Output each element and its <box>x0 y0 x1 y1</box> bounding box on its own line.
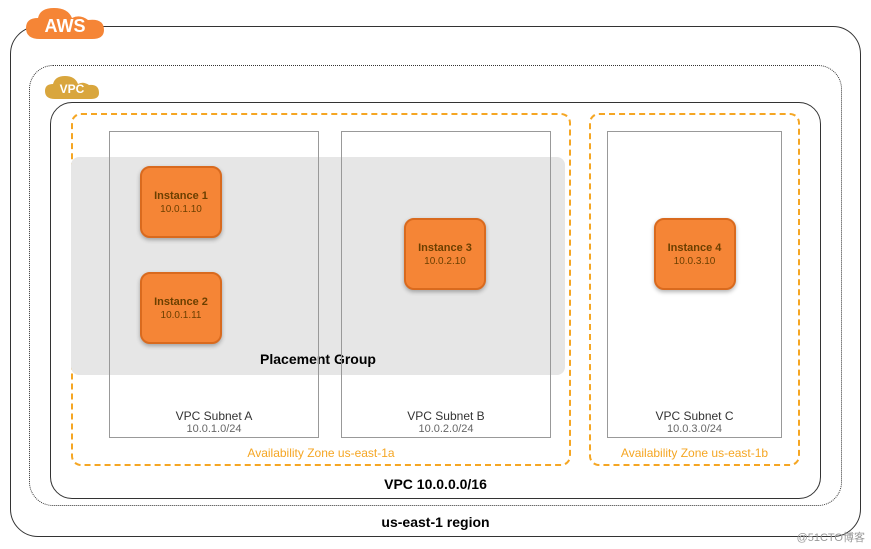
vpc-badge-label: VPC <box>60 82 85 96</box>
availability-zone-2: Availability Zone us-east-1b VPC Subnet … <box>589 113 800 466</box>
instance-4: Instance 4 10.0.3.10 <box>654 218 736 290</box>
aws-label: AWS <box>44 16 85 37</box>
instance-3-name: Instance 3 <box>418 242 472 254</box>
instance-3-ip: 10.0.2.10 <box>424 256 466 267</box>
az1-label: Availability Zone us-east-1a <box>247 446 394 460</box>
instance-1-ip: 10.0.1.10 <box>160 204 202 215</box>
subnet-c-cidr: 10.0.3.0/24 <box>608 423 781 435</box>
region-container: us-east-1 region VPC VPC 10.0.0.0/16 Pla… <box>10 26 861 537</box>
vpc-container: VPC 10.0.0.0/16 Placement Group Availabi… <box>50 102 821 499</box>
subnet-a-cidr: 10.0.1.0/24 <box>110 423 318 435</box>
subnet-b: VPC Subnet B 10.0.2.0/24 Instance 3 10.0… <box>341 131 551 438</box>
instance-4-name: Instance 4 <box>668 242 722 254</box>
watermark: @51CTO博客 <box>797 529 865 545</box>
instance-2-ip: 10.0.1.11 <box>161 310 202 321</box>
instance-4-ip: 10.0.3.10 <box>674 256 716 267</box>
instance-3: Instance 3 10.0.2.10 <box>404 218 486 290</box>
subnet-c-name: VPC Subnet C <box>608 409 781 423</box>
instance-1-name: Instance 1 <box>154 190 208 202</box>
vpc-cloud-badge: VPC <box>41 73 103 105</box>
subnet-a: VPC Subnet A 10.0.1.0/24 Instance 1 10.0… <box>109 131 319 438</box>
instance-1: Instance 1 10.0.1.10 <box>140 166 222 238</box>
az2-label: Availability Zone us-east-1b <box>621 446 768 460</box>
region-label: us-east-1 region <box>381 514 489 530</box>
aws-cloud-badge: AWS <box>20 4 110 49</box>
vpc-label: VPC 10.0.0.0/16 <box>384 476 487 492</box>
instance-2: Instance 2 10.0.1.11 <box>140 272 222 344</box>
vpc-dotted-border: VPC 10.0.0.0/16 Placement Group Availabi… <box>29 65 842 506</box>
subnet-a-name: VPC Subnet A <box>110 409 318 423</box>
subnet-c: VPC Subnet C 10.0.3.0/24 Instance 4 10.0… <box>607 131 782 438</box>
subnet-b-cidr: 10.0.2.0/24 <box>342 423 550 435</box>
subnet-b-name: VPC Subnet B <box>342 409 550 423</box>
instance-2-name: Instance 2 <box>154 296 208 308</box>
